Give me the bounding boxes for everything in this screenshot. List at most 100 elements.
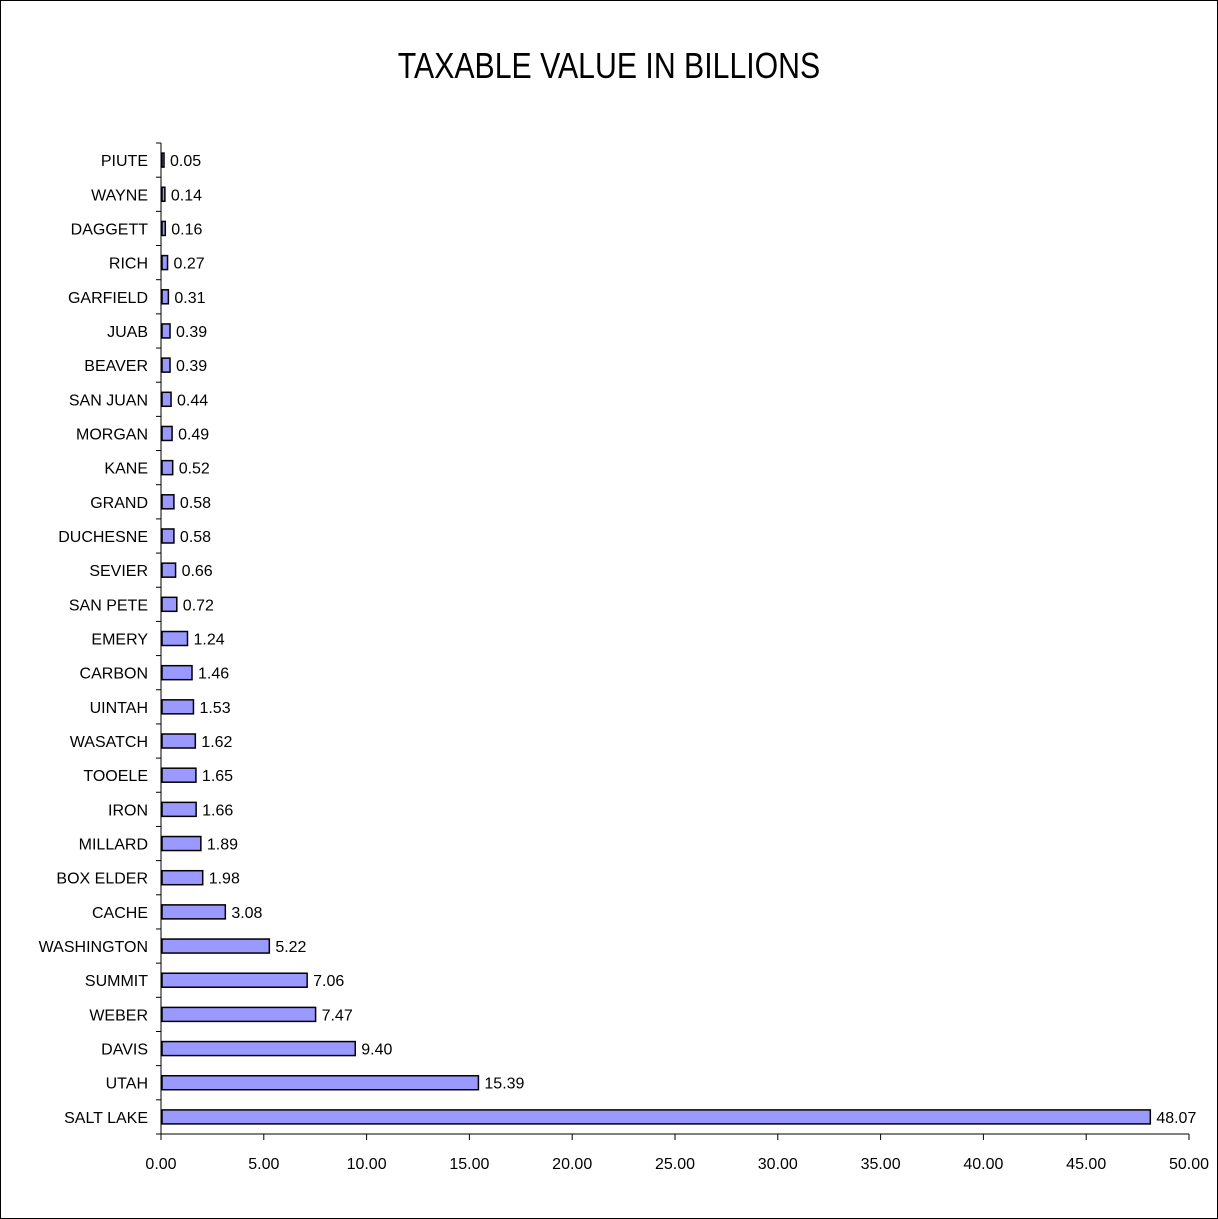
category-label: DAGGETT	[71, 221, 149, 238]
value-label: 0.58	[180, 495, 211, 512]
value-label: 0.66	[182, 563, 213, 580]
value-label: 0.16	[171, 221, 202, 238]
category-label: EMERY	[91, 632, 148, 649]
bar	[161, 1074, 480, 1091]
bar	[161, 323, 171, 339]
category-label: SUMMIT	[85, 973, 148, 990]
value-label: 0.58	[180, 529, 211, 546]
value-label: 0.52	[179, 461, 210, 478]
bar	[161, 835, 202, 852]
x-tick-label: 40.00	[963, 1156, 1003, 1173]
bar	[161, 664, 193, 681]
value-label: 9.40	[361, 1042, 392, 1059]
category-label: SEVIER	[89, 563, 148, 580]
bar	[161, 630, 189, 647]
bar	[161, 869, 204, 886]
value-label: 1.46	[198, 666, 229, 683]
value-label: 48.07	[1156, 1110, 1196, 1127]
bar	[161, 596, 178, 613]
category-label: BEAVER	[84, 358, 148, 375]
category-label: JUAB	[107, 324, 148, 341]
value-label: 0.14	[171, 187, 202, 204]
category-label: CACHE	[92, 905, 148, 922]
category-label: GRAND	[90, 495, 148, 512]
x-tick-label: 50.00	[1169, 1156, 1209, 1173]
value-label: 7.06	[313, 973, 344, 990]
category-label: SAN PETE	[69, 597, 148, 614]
bar	[161, 357, 171, 373]
bar	[161, 254, 169, 271]
value-label: 0.27	[174, 256, 205, 273]
x-tick-label: 45.00	[1066, 1156, 1106, 1173]
x-tick-label: 0.00	[145, 1156, 176, 1173]
chart-title: TAXABLE VALUE IN BILLIONS	[397, 45, 821, 86]
category-label: DUCHESNE	[58, 529, 148, 546]
value-label: 5.22	[275, 939, 306, 956]
value-label: 0.31	[174, 290, 205, 307]
value-label: 7.47	[322, 1007, 353, 1024]
x-tick-label: 20.00	[552, 1156, 592, 1173]
category-label: MILLARD	[79, 837, 148, 854]
x-tick-label: 10.00	[347, 1156, 387, 1173]
category-label: WEBER	[89, 1007, 148, 1024]
bar	[161, 699, 195, 715]
value-label: 1.98	[209, 871, 240, 888]
bar	[161, 1040, 357, 1057]
bar	[161, 494, 175, 510]
bar	[161, 459, 174, 476]
x-tick-label: 30.00	[758, 1156, 798, 1173]
bar	[161, 1006, 317, 1023]
x-tick-label: 15.00	[449, 1156, 489, 1173]
category-label: KANE	[104, 461, 148, 478]
category-label: DAVIS	[101, 1042, 148, 1059]
value-label: 15.39	[484, 1076, 524, 1093]
value-label: 0.39	[176, 358, 207, 375]
value-label: 0.05	[170, 153, 201, 170]
bar	[161, 220, 167, 237]
category-label: SALT LAKE	[64, 1110, 148, 1127]
bar	[161, 289, 170, 305]
value-label: 1.89	[207, 837, 238, 854]
category-label: IRON	[108, 802, 148, 819]
bar	[161, 152, 165, 168]
category-label: TOOELE	[83, 768, 148, 785]
x-tick-label: 25.00	[655, 1156, 695, 1173]
value-label: 1.66	[202, 802, 233, 819]
bar	[161, 186, 166, 203]
category-label: BOX ELDER	[56, 871, 148, 888]
value-label: 0.72	[183, 597, 214, 614]
bar	[161, 767, 197, 783]
value-label: 1.53	[199, 700, 230, 717]
bar	[161, 972, 308, 988]
value-label: 0.49	[178, 426, 209, 443]
bar	[161, 801, 197, 818]
bar	[161, 1109, 1152, 1125]
category-label: WAYNE	[91, 187, 148, 204]
bar	[161, 391, 172, 408]
category-label: UTAH	[106, 1076, 148, 1093]
bar	[161, 938, 271, 954]
category-label: CARBON	[80, 666, 148, 683]
category-label: UINTAH	[90, 700, 148, 717]
bar	[161, 528, 175, 544]
category-label: MORGAN	[76, 426, 148, 443]
category-label: PIUTE	[101, 153, 148, 170]
value-label: 3.08	[231, 905, 262, 922]
value-label: 1.24	[193, 632, 224, 649]
category-label: GARFIELD	[68, 290, 148, 307]
value-label: 1.65	[202, 768, 233, 785]
category-label: SAN JUAN	[69, 392, 148, 409]
x-tick-label: 5.00	[248, 1156, 279, 1173]
category-label: RICH	[109, 256, 148, 273]
x-tick-label: 35.00	[861, 1156, 901, 1173]
value-label: 0.44	[177, 392, 208, 409]
bar	[161, 425, 173, 442]
bar	[161, 904, 227, 920]
value-label: 0.39	[176, 324, 207, 341]
bar	[161, 733, 197, 749]
value-label: 1.62	[201, 734, 232, 751]
category-label: WASATCH	[70, 734, 148, 751]
bar	[161, 562, 177, 578]
category-label: WASHINGTON	[39, 939, 148, 956]
